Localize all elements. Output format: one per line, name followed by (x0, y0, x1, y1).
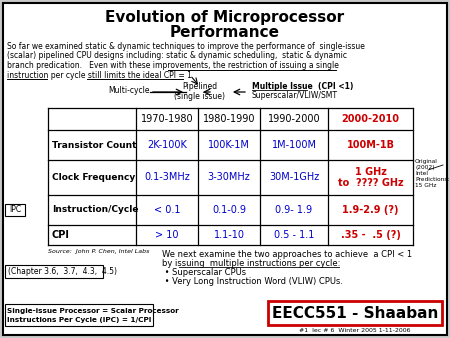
Text: 0.1-3MHz: 0.1-3MHz (144, 172, 190, 183)
Text: • Very Long Instruction Word (VLIW) CPUs.: • Very Long Instruction Word (VLIW) CPUs… (162, 277, 343, 286)
Text: CPI: CPI (52, 230, 70, 240)
Text: 3-30MHz: 3-30MHz (207, 172, 250, 183)
FancyBboxPatch shape (5, 265, 103, 278)
Text: 2K-100K: 2K-100K (147, 140, 187, 150)
FancyBboxPatch shape (268, 301, 442, 325)
Text: 0.1-0.9: 0.1-0.9 (212, 205, 246, 215)
Text: Clock Frequency: Clock Frequency (52, 173, 135, 182)
Text: 100K-1M: 100K-1M (208, 140, 250, 150)
Text: Original
(2002)
Intel
Predictions:
15 GHz: Original (2002) Intel Predictions: 15 GH… (415, 160, 450, 188)
Text: (Chapter 3.6,  3.7,  4.3,  4.5): (Chapter 3.6, 3.7, 4.3, 4.5) (8, 267, 117, 276)
Text: Pipelined
(single issue): Pipelined (single issue) (175, 82, 225, 101)
Text: instruction per cycle still limits the ideal CPI = 1: instruction per cycle still limits the i… (7, 71, 192, 79)
Text: 1980-1990: 1980-1990 (203, 114, 255, 124)
Text: EECC551 - Shaaban: EECC551 - Shaaban (272, 307, 438, 321)
Text: Superscalar/VLIW/SMT: Superscalar/VLIW/SMT (252, 91, 338, 100)
Text: Transistor Count: Transistor Count (52, 141, 136, 149)
Text: Performance: Performance (170, 25, 280, 40)
Text: Source:  John P. Chen, Intel Labs: Source: John P. Chen, Intel Labs (48, 249, 149, 254)
Text: Instructions Per Cycle (IPC) = 1/CPI: Instructions Per Cycle (IPC) = 1/CPI (7, 317, 151, 323)
Text: > 10: > 10 (155, 230, 179, 240)
Text: 30M-1GHz: 30M-1GHz (269, 172, 319, 183)
Text: 1M-100M: 1M-100M (271, 140, 316, 150)
Text: Multiple Issue  (CPI <1): Multiple Issue (CPI <1) (252, 82, 353, 91)
Text: 1 GHz
to  ???? GHz: 1 GHz to ???? GHz (338, 167, 403, 188)
Text: 1970-1980: 1970-1980 (141, 114, 194, 124)
FancyBboxPatch shape (5, 204, 25, 216)
Text: • Superscalar CPUs: • Superscalar CPUs (162, 268, 246, 277)
Text: 0.9- 1.9: 0.9- 1.9 (275, 205, 313, 215)
Text: 1.9-2.9 (?): 1.9-2.9 (?) (342, 205, 399, 215)
FancyBboxPatch shape (3, 3, 447, 335)
Text: (scalar) pipelined CPU designs including: static & dynamic scheduling,  static &: (scalar) pipelined CPU designs including… (7, 51, 347, 61)
Text: We next examine the two approaches to achieve  a CPI < 1: We next examine the two approaches to ac… (162, 250, 412, 259)
Text: 1.1-10: 1.1-10 (213, 230, 244, 240)
Text: Multi-cycle: Multi-cycle (108, 86, 149, 95)
Text: .35 -  .5 (?): .35 - .5 (?) (341, 230, 400, 240)
Text: 100M-1B: 100M-1B (346, 140, 395, 150)
FancyBboxPatch shape (5, 304, 153, 326)
Text: 0.5 - 1.1: 0.5 - 1.1 (274, 230, 314, 240)
Text: 1990-2000: 1990-2000 (268, 114, 320, 124)
Text: Evolution of Microprocessor: Evolution of Microprocessor (105, 10, 345, 25)
Text: < 0.1: < 0.1 (154, 205, 180, 215)
Text: Instruction/Cycle: Instruction/Cycle (52, 206, 139, 215)
Text: So far we examined static & dynamic techniques to improve the performance of  si: So far we examined static & dynamic tech… (7, 42, 365, 51)
Text: #1  lec # 6  Winter 2005 1-11-2006: #1 lec # 6 Winter 2005 1-11-2006 (299, 328, 411, 333)
Text: by issuing  multiple instructions per cycle:: by issuing multiple instructions per cyc… (162, 259, 340, 268)
Text: Single-issue Processor = Scalar Processor: Single-issue Processor = Scalar Processo… (7, 308, 179, 314)
Text: branch predication.   Even with these improvements, the restriction of issuing a: branch predication. Even with these impr… (7, 61, 339, 70)
Text: IPC: IPC (9, 206, 21, 215)
Text: 2000-2010: 2000-2010 (342, 114, 400, 124)
